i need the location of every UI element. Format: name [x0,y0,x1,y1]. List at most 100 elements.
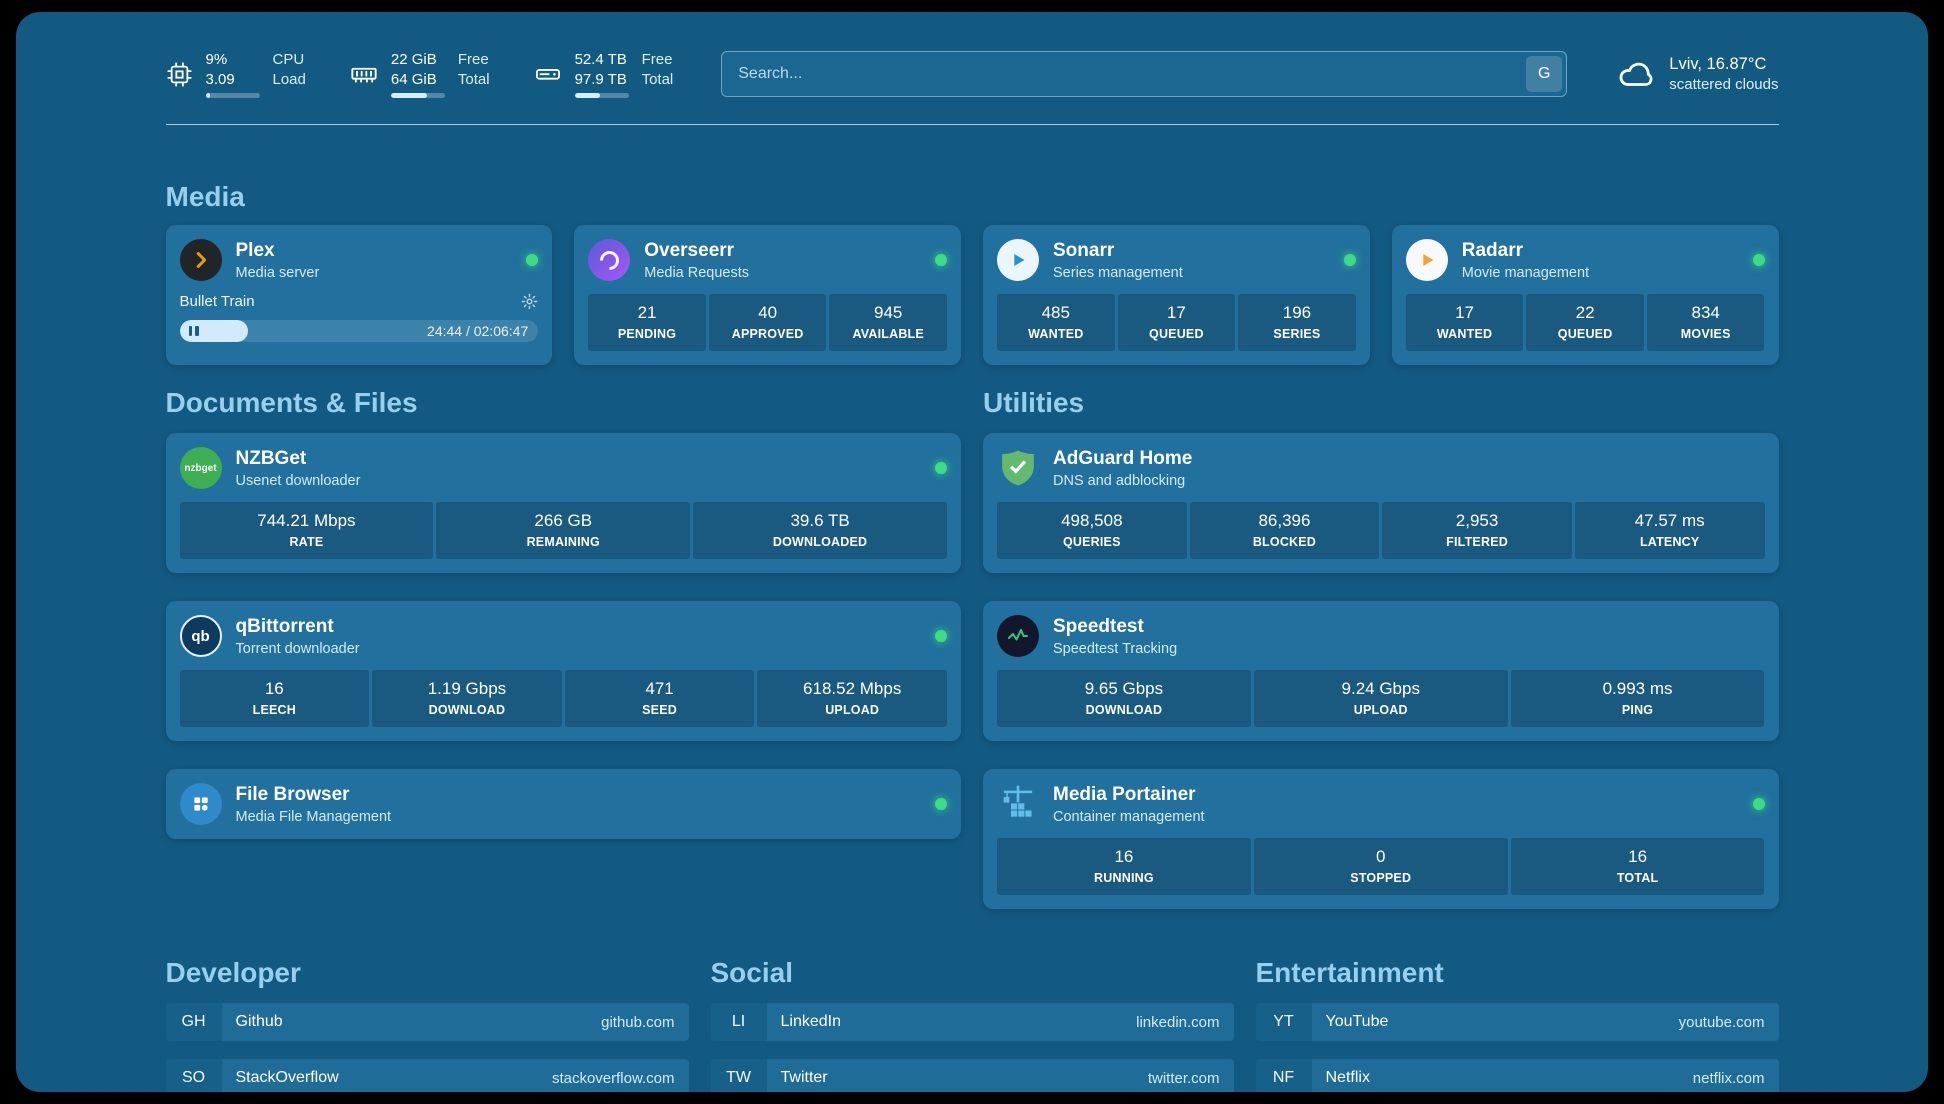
disk-values: 52.4 TB 97.9 TB [574,50,629,98]
stat-value: 744.21 Mbps [257,511,356,530]
bookmark-name: YouTube [1325,1013,1389,1030]
utilities-card-stack: AdGuard Home DNS and adblocking 498,508 … [983,433,1779,909]
bookmark-columns: Developer GH Github github.com SO StackO… [165,957,1779,1092]
bookmark-url: github.com [601,1013,675,1031]
stat-value: 945 [874,303,903,322]
adguard-shield-icon [997,447,1039,489]
pause-button[interactable] [188,320,199,342]
memory-label-top: Free [457,51,489,68]
stat-total: 16 TOTAL [1510,838,1765,895]
status-online-dot [1752,798,1765,810]
memory-labels: Free Total [458,50,490,89]
app-meta: NZBGet Usenet downloader [236,448,361,489]
portainer-crane-icon [997,783,1039,825]
card-header: Media Portainer Container management [997,783,1765,825]
bookmark-stackoverflow[interactable]: SO StackOverflow stackoverflow.com [165,1059,689,1092]
bookmark-youtube[interactable]: YT YouTube youtube.com [1255,1003,1779,1041]
status-online-dot [935,254,947,266]
cpu-label-bottom: Load [272,70,306,88]
cloud-icon [1615,53,1657,95]
stat-value: 22 [1575,303,1595,322]
section-title-social: Social [710,957,793,988]
stat-wanted: 17 WANTED [1405,294,1524,351]
stat-label: STOPPED [1350,871,1412,885]
stat-value: 0.993 ms [1602,679,1673,698]
app-card-qbittorrent[interactable]: qb qBittorrent Torrent downloader 16 LEE… [165,601,961,741]
stat-running: 16 RUNNING [997,838,1251,895]
stats-row: 17 WANTED 22 QUEUED 834 MOVIES [1405,294,1765,351]
disk-labels: Free Total [642,50,674,89]
card-header: Speedtest Speedtest Tracking [997,615,1765,657]
app-card-radarr[interactable]: Radarr Movie management 17 WANTED 22 QUE… [1391,225,1779,365]
stats-row: 16 RUNNING 0 STOPPED 16 TOTAL [997,838,1765,895]
card-header: qb qBittorrent Torrent downloader [179,615,947,657]
app-card-speedtest[interactable]: Speedtest Speedtest Tracking 9.65 Gbps D… [983,601,1779,741]
progress-fill [574,93,600,98]
cpu-values: 9% 3.09 [205,50,260,98]
section-entertainment: Entertainment YT YouTube youtube.com NF … [1255,957,1779,1092]
app-card-adguard[interactable]: AdGuard Home DNS and adblocking 498,508 … [983,433,1779,573]
system-monitors: 9% 3.09 CPU Load [166,50,674,98]
disk-free: 52.4 TB [574,51,627,68]
app-subtitle: DNS and adblocking [1053,472,1186,489]
card-header: Plex Media server [179,239,539,281]
search-bar: G [721,51,1568,97]
section-media: Media Plex Media server [165,181,1779,365]
app-card-nzbget[interactable]: nzbget NZBGet Usenet downloader 744.21 M… [165,433,961,573]
app-name: AdGuard Home [1053,447,1193,469]
bookmark-abbr: TW [710,1059,767,1092]
stat-label: TOTAL [1616,871,1659,885]
memory-label-bottom: Total [457,70,490,88]
app-meta: Media Portainer Container management [1053,784,1205,825]
stat-label: AVAILABLE [852,327,924,341]
section-documents: Documents & Files nzbget NZBGet Usenet d… [165,387,961,909]
bookmark-url: youtube.com [1678,1013,1765,1031]
search-input[interactable] [721,51,1568,97]
weather-location: Lviv, 16.87°C [1669,55,1767,73]
progress-fill [179,320,248,342]
topbar-divider [165,124,1779,125]
app-card-portainer[interactable]: Media Portainer Container management 16 … [983,769,1779,909]
card-header: nzbget NZBGet Usenet downloader [179,447,947,489]
stat-value: 618.52 Mbps [803,679,902,698]
card-header: Sonarr Series management [997,239,1356,281]
search-engine-button[interactable]: G [1526,56,1563,92]
stat-value: 2,953 [1455,511,1499,530]
stat-label: SERIES [1273,327,1321,341]
status-online-dot [1343,254,1356,266]
bookmark-twitter[interactable]: TW Twitter twitter.com [710,1059,1234,1092]
bookmark-linkedin[interactable]: LI LinkedIn linkedin.com [710,1003,1234,1041]
stat-upload: 9.24 Gbps UPLOAD [1253,670,1508,727]
status-online-dot [935,630,947,642]
app-subtitle: Media server [235,264,320,281]
app-card-overseerr[interactable]: Overseerr Media Requests 21 PENDING 40 A… [574,225,961,365]
middle-columns: Documents & Files nzbget NZBGet Usenet d… [165,387,1779,909]
card-header: Overseerr Media Requests [588,239,947,281]
plex-progress-bar[interactable]: 24:44 / 02:06:47 [179,320,539,342]
app-card-plex[interactable]: Plex Media server Bullet Train [165,225,553,365]
dashboard-page: 9% 3.09 CPU Load [16,12,1928,1092]
stat-queries: 498,508 QUERIES [997,502,1187,559]
memory-free: 22 GiB [390,51,437,68]
stat-rate: 744.21 Mbps RATE [179,502,434,559]
bookmark-netflix[interactable]: NF Netflix netflix.com [1255,1059,1779,1092]
stat-label: SEED [642,703,677,717]
stat-queued: 22 QUEUED [1526,294,1644,351]
card-header: File Browser Media File Management [179,783,947,825]
disk-total: 97.9 TB [574,70,627,88]
stat-value: 9.65 Gbps [1084,679,1164,698]
bookmark-github[interactable]: GH Github github.com [165,1003,689,1041]
top-bar: 9% 3.09 CPU Load [166,12,1779,98]
app-meta: qBittorrent Torrent downloader [236,616,360,657]
app-card-filebrowser[interactable]: File Browser Media File Management [165,769,961,839]
gear-icon[interactable] [521,293,538,310]
stat-pending: 21 PENDING [588,294,706,351]
memory-values: 22 GiB 64 GiB [390,50,445,98]
plex-icon [179,239,222,281]
stat-value: 16 [264,679,284,698]
stat-label: DOWNLOADED [772,535,868,549]
app-card-sonarr[interactable]: Sonarr Series management 485 WANTED 17 Q… [983,225,1370,365]
status-online-dot [935,798,947,810]
app-name: qBittorrent [235,615,334,637]
stat-label: BLOCKED [1252,535,1317,549]
